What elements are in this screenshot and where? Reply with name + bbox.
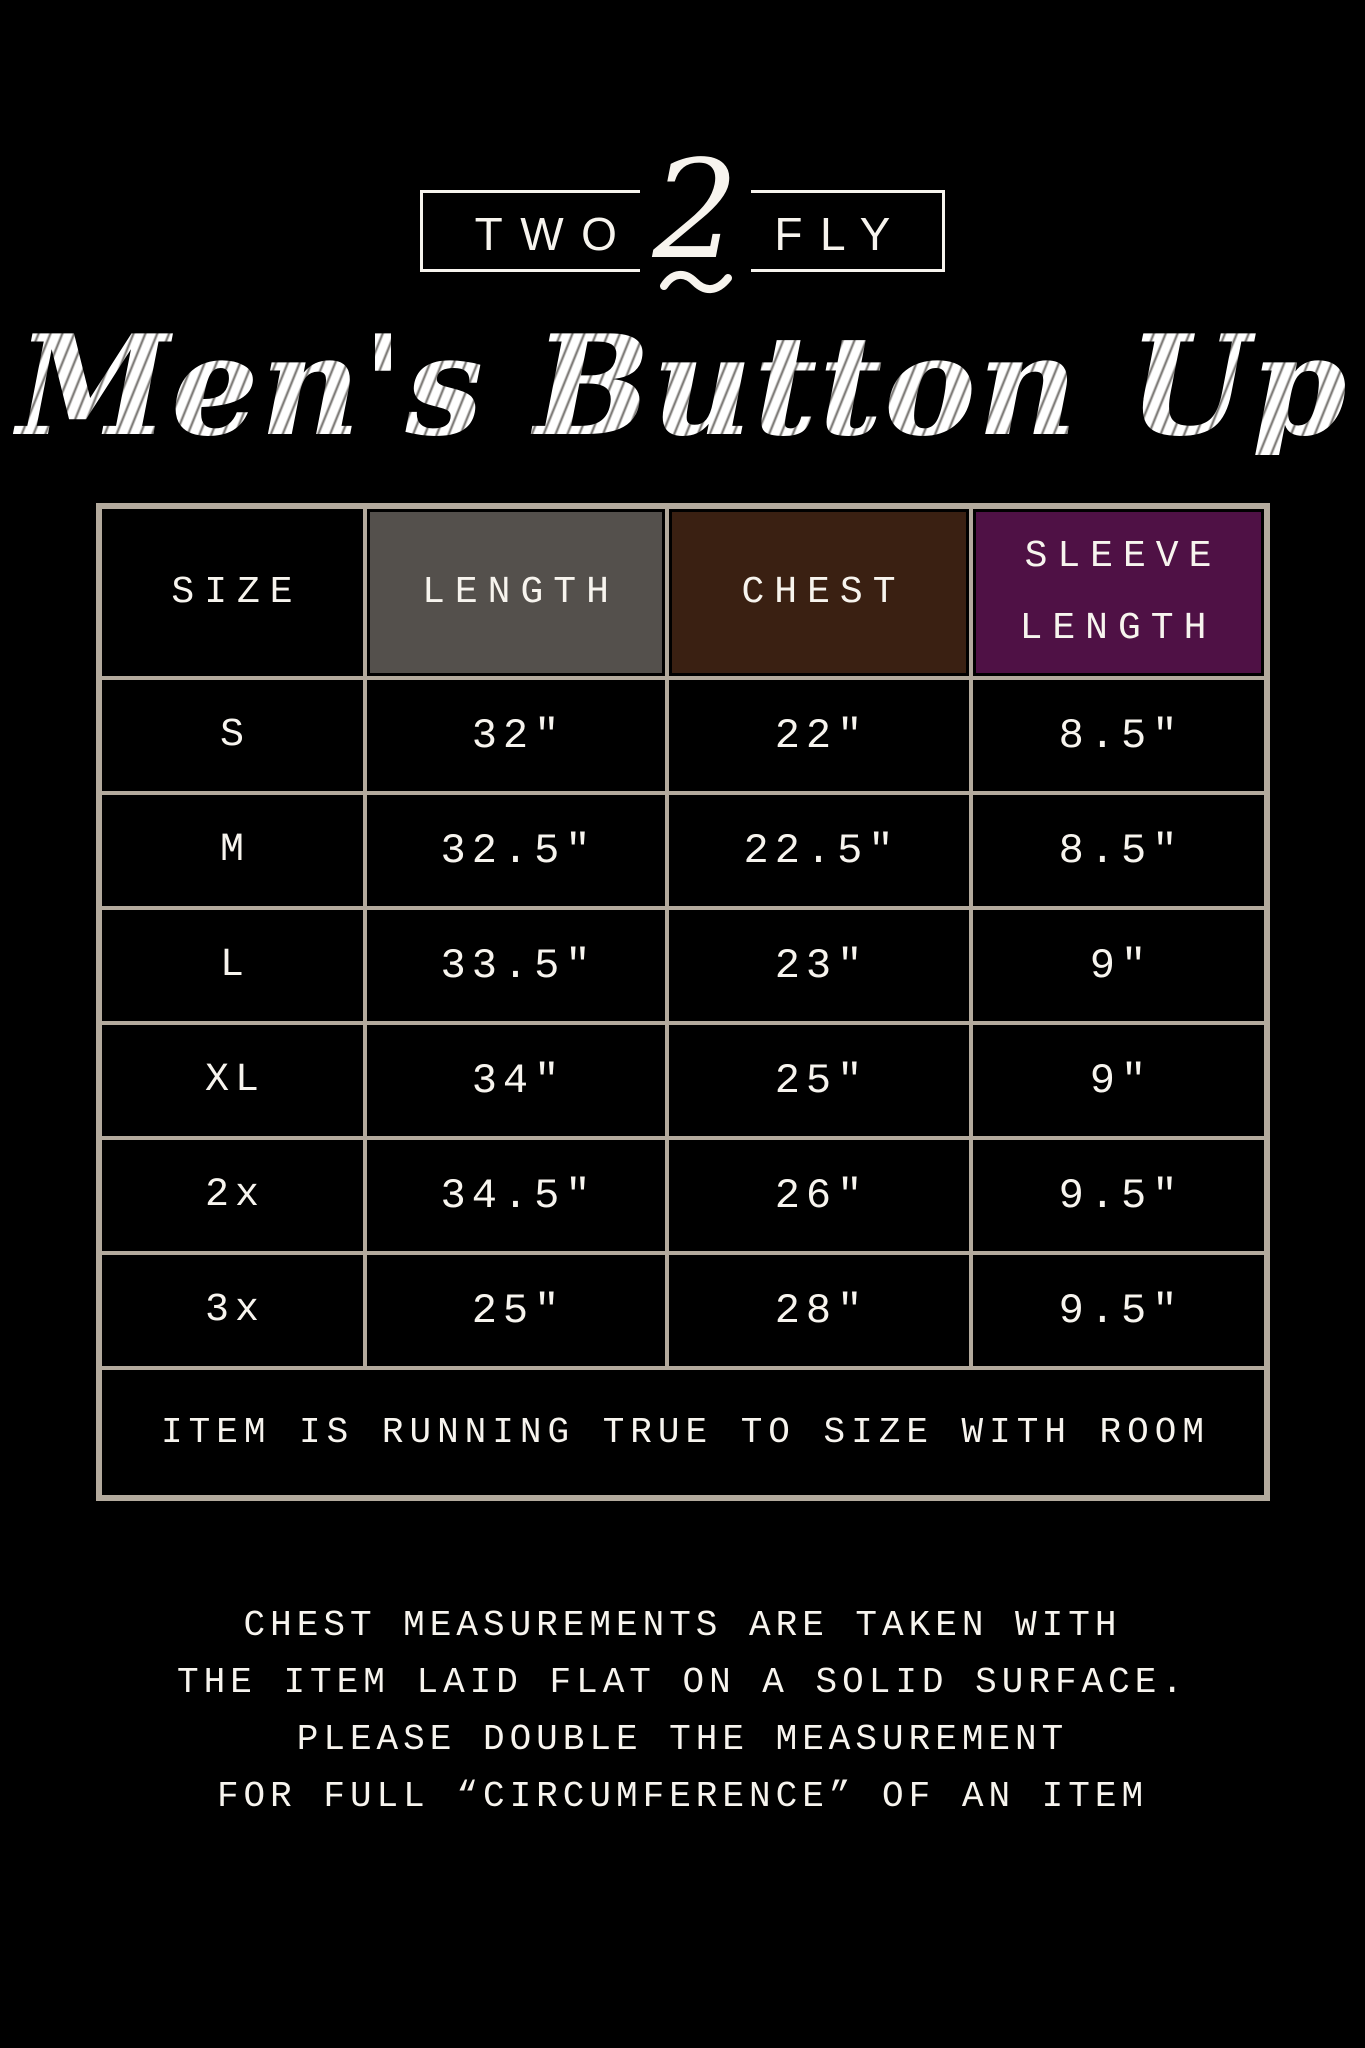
header-row: SIZE LENGTH CHEST SLEEVE LENGTH [96, 504, 1269, 680]
table-row-xl: XL 34" 25" 9" [96, 1021, 1269, 1140]
note-line: FOR FULL “CIRCUMFERENCE” OF AN ITEM [216, 1776, 1149, 1817]
chest-cell: 25" [664, 1021, 973, 1140]
sleeve-cell: 8.5" [968, 791, 1269, 910]
column-header-sleeve-length: SLEEVE LENGTH [968, 504, 1269, 680]
brand-logo-box: TWO 2 FLY [420, 143, 945, 313]
length-cell: 33.5" [362, 906, 669, 1025]
chest-cell: 23" [664, 906, 973, 1025]
chest-cell: 22" [664, 676, 973, 795]
table-footer-row: ITEM IS RUNNING TRUE TO SIZE WITH ROOM [96, 1366, 1269, 1500]
brand-word-two: TWO [474, 208, 635, 260]
table-footer-note: ITEM IS RUNNING TRUE TO SIZE WITH ROOM [96, 1366, 1269, 1500]
sleeve-cell: 9.5" [968, 1251, 1269, 1370]
size-cell: L [96, 906, 367, 1025]
brand-numeral-2: 2 [652, 132, 739, 290]
length-cell: 32.5" [362, 791, 669, 910]
note-line: PLEASE DOUBLE THE MEASUREMENT [296, 1719, 1069, 1760]
table-row-m: M 32.5" 22.5" 8.5" [96, 791, 1269, 910]
size-cell: 3x [96, 1251, 367, 1370]
size-cell: XL [96, 1021, 367, 1140]
size-chart-table: SIZE LENGTH CHEST SLEEVE LENGTH S 32" 22… [95, 503, 1270, 1501]
chest-cell: 22.5" [664, 791, 973, 910]
size-cell: 2x [96, 1136, 367, 1255]
column-header-length: LENGTH [362, 504, 669, 680]
note-line: THE ITEM LAID FLAT ON A SOLID SURFACE. [177, 1662, 1188, 1703]
size-cell: M [96, 791, 367, 910]
length-cell: 25" [362, 1251, 669, 1370]
sleeve-cell: 9" [968, 1021, 1269, 1140]
chest-cell: 26" [664, 1136, 973, 1255]
squiggle-icon [659, 271, 732, 294]
length-cell: 32" [362, 676, 669, 795]
length-cell: 34.5" [362, 1136, 669, 1255]
sleeve-cell: 9.5" [968, 1136, 1269, 1255]
column-header-size: SIZE [96, 504, 367, 680]
note-line: CHEST MEASUREMENTS ARE TAKEN WITH [243, 1605, 1122, 1646]
column-header-chest: CHEST [664, 504, 973, 680]
brand-word-fly: FLY [774, 208, 908, 260]
measurement-notes: CHEST MEASUREMENTS ARE TAKEN WITH THE IT… [0, 1597, 1365, 1825]
table-row-s: S 32" 22" 8.5" [96, 676, 1269, 795]
page-title: Men's Button Up [0, 317, 1365, 455]
length-cell: 34" [362, 1021, 669, 1140]
chest-cell: 28" [664, 1251, 973, 1370]
table-row-2x: 2x 34.5" 26" 9.5" [96, 1136, 1269, 1255]
brand-logo: TWO 2 FLY [0, 143, 1365, 313]
size-cell: S [96, 676, 367, 795]
brand-numeral-block: 2 [640, 132, 751, 313]
sleeve-cell: 8.5" [968, 676, 1269, 795]
table-row-l: L 33.5" 23" 9" [96, 906, 1269, 1025]
table-row-3x: 3x 25" 28" 9.5" [96, 1251, 1269, 1370]
sleeve-cell: 9" [968, 906, 1269, 1025]
